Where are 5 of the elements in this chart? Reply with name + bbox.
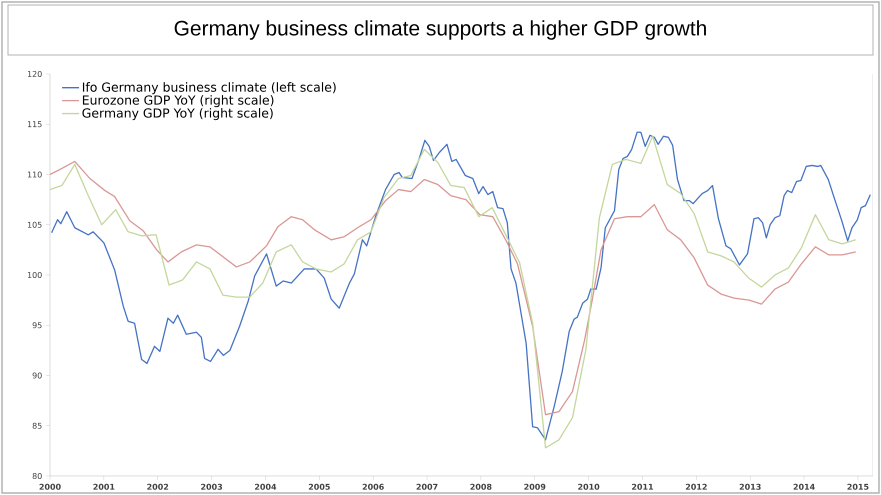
legend-label: Germany GDP YoY (right scale)	[82, 108, 273, 120]
legend-label: Eurozone GDP YoY (right scale)	[82, 95, 274, 108]
line-series	[50, 160, 856, 416]
legend-label: Ifo Germany business climate (left scale)	[82, 82, 336, 94]
chart-title: Germany business climate supports a higher GDP growth	[174, 20, 706, 40]
